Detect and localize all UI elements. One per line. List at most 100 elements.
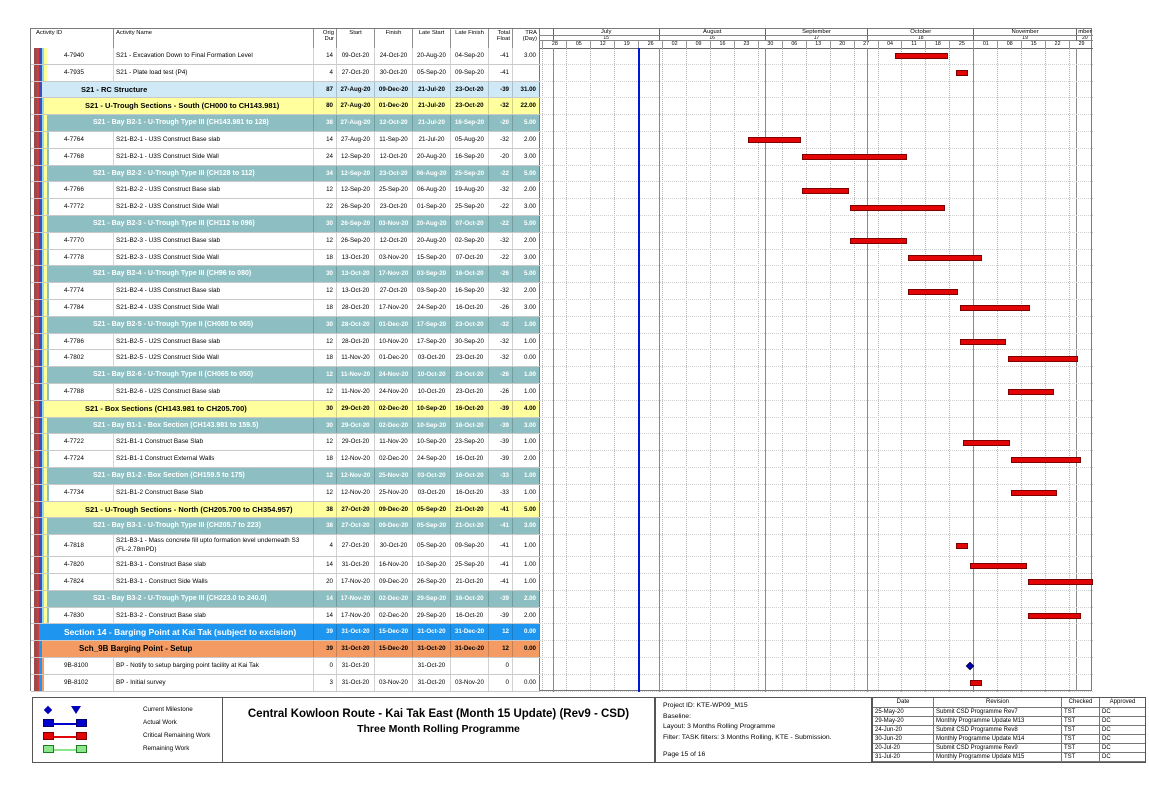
- revision-cell: Submit CSD Programme Rev7: [933, 707, 1061, 716]
- revision-cell: DC: [1099, 716, 1145, 725]
- value-cell: 23-Sep-20: [450, 434, 488, 451]
- month-gridline: [658, 48, 660, 692]
- wbs-stripe: [44, 266, 47, 283]
- value-cell: 16-Oct-20: [450, 607, 488, 624]
- wbs-stripe: [34, 574, 37, 590]
- value-cell: 15-Dec-20: [374, 641, 412, 657]
- gantt-row: [539, 132, 1093, 149]
- activity-name-cell: S21-B2-3 - U3S Construct Base slab: [116, 236, 221, 244]
- activity-name-cell: S21-B1-2 Construct Base Slab: [116, 488, 204, 496]
- value-cell: 07-Oct-20: [450, 249, 488, 266]
- wbs-stripe: [41, 48, 44, 64]
- revision-cell: TST: [1061, 743, 1099, 752]
- value-cell: 12: [313, 484, 336, 501]
- band-label: S21 - Bay B2-3 - U-Trough Type III (CH11…: [93, 220, 255, 227]
- activity-id-cell: 4-7764: [64, 136, 84, 143]
- value-cell: 12: [313, 232, 336, 249]
- week-gridline: [757, 48, 759, 692]
- column-separator: [113, 249, 114, 266]
- column-separator: [113, 484, 114, 501]
- column-separator: [113, 557, 114, 573]
- wbs-stripe: [41, 574, 44, 590]
- wbs-stripe: [36, 384, 39, 400]
- gantt-row: [539, 82, 1093, 99]
- wbs-stripe: [41, 384, 44, 400]
- wbs-stripe: [36, 501, 39, 518]
- value-cell: 3.00: [512, 48, 539, 64]
- gantt-row: [539, 182, 1093, 200]
- wbs-stripe: [39, 607, 42, 624]
- week-start-label: 26: [638, 41, 662, 48]
- legend-box: Current Milestone Actual Work Critical Rem…: [32, 697, 223, 763]
- critical-work-bar-icon: [76, 732, 87, 740]
- wbs-stripe: [39, 641, 42, 657]
- wbs-stripe: [36, 316, 39, 333]
- gantt-row: [539, 591, 1093, 608]
- wbs-stripe: [44, 148, 47, 165]
- wbs-stripe: [36, 590, 39, 607]
- activity-row: 4-7734 S21-B1-2 Construct Base Slab 12 12-N…: [31, 484, 539, 502]
- wbs-stripe: [41, 674, 44, 691]
- value-cell: -39: [488, 400, 512, 417]
- column-header-orig-dur: Orig Dur: [313, 29, 336, 48]
- month-period-cell: [539, 36, 553, 41]
- gantt-row: [539, 300, 1093, 317]
- wbs-stripe: [44, 484, 47, 501]
- wbs-stripe: [36, 641, 39, 657]
- gantt-bar-critical: [959, 305, 1031, 312]
- column-separator: [113, 451, 114, 467]
- wbs-stripe: [41, 658, 44, 674]
- month-cell: October: [867, 29, 974, 36]
- value-cell: 27-Aug-20: [336, 81, 374, 98]
- value-cell: 10-Sep-20: [412, 400, 450, 417]
- value-cell: 23-Oct-20: [450, 384, 488, 400]
- wbs-stripe: [44, 434, 47, 451]
- band-label: S21 - Box Sections (CH143.981 to CH205.7…: [85, 403, 247, 413]
- wbs-stripe: [46, 434, 49, 451]
- value-cell: -39: [488, 607, 512, 624]
- wbs-stripe: [34, 501, 37, 518]
- wbs-stripe: [44, 350, 47, 367]
- value-cell: 22: [313, 199, 336, 215]
- revision-header-checked: Checked: [1061, 698, 1099, 707]
- wbs-stripe: [41, 535, 44, 557]
- value-cell: -33: [488, 484, 512, 501]
- value-cell: -39: [488, 434, 512, 451]
- month-gridline: [867, 48, 869, 692]
- value-cell: 01-Dec-20: [374, 350, 412, 367]
- value-cell: 11-Nov-20: [336, 367, 374, 383]
- activity-row: 9B-8100 BP - Notify to setup barging poin…: [31, 658, 539, 675]
- activity-id-cell: 4-7770: [64, 236, 84, 244]
- value-cell: -41: [488, 64, 512, 81]
- revision-empty-row: [873, 761, 1145, 764]
- activity-row: 4-7830 S21-B3-2 - Construct Base slab 14 17…: [31, 607, 539, 625]
- band-label: S21 - Bay B2-6 - U-Trough Type II (CH065…: [93, 371, 254, 379]
- wbs-stripe: [39, 216, 42, 232]
- wbs-stripe: [46, 232, 49, 249]
- band-label: S21 - U-Trough Sections - South (CH000 t…: [85, 101, 280, 111]
- wbs-stripe: [39, 590, 42, 607]
- activity-row: 9B-8102 BP - Initial survey 3 31-Oct-20 03-N…: [31, 674, 539, 692]
- wbs-stripe: [41, 266, 44, 283]
- band-row: S21 - Bay B3-2 - U-Trough Type III (CH22…: [31, 590, 539, 608]
- value-cell: 15-Sep-20: [412, 249, 450, 266]
- value-cell: 12: [313, 333, 336, 350]
- week-start-label: 06: [781, 41, 806, 48]
- value-cell: 15-Dec-20: [374, 624, 412, 641]
- value-cell: 12-Oct-20: [374, 148, 412, 165]
- value-cell: 1.00: [512, 333, 539, 350]
- column-separator: [113, 300, 114, 316]
- value-cell: 1.00: [512, 484, 539, 501]
- milestone-flag-icon: [71, 706, 81, 714]
- value-cell: 24-Nov-20: [374, 367, 412, 383]
- value-cell: 03-Nov-20: [374, 216, 412, 232]
- value-cell: 10-Oct-20: [412, 384, 450, 400]
- wbs-stripe: [39, 249, 42, 266]
- revision-cell: 31-Jul-20: [873, 752, 933, 761]
- value-cell: 02-Sep-20: [450, 232, 488, 249]
- wbs-stripe: [39, 484, 42, 501]
- gantt-bar-critical: [1010, 490, 1058, 497]
- legend-item-critical: Critical Remaining Work: [39, 731, 219, 743]
- week-gridline: [997, 48, 999, 692]
- wbs-stripe: [44, 182, 47, 199]
